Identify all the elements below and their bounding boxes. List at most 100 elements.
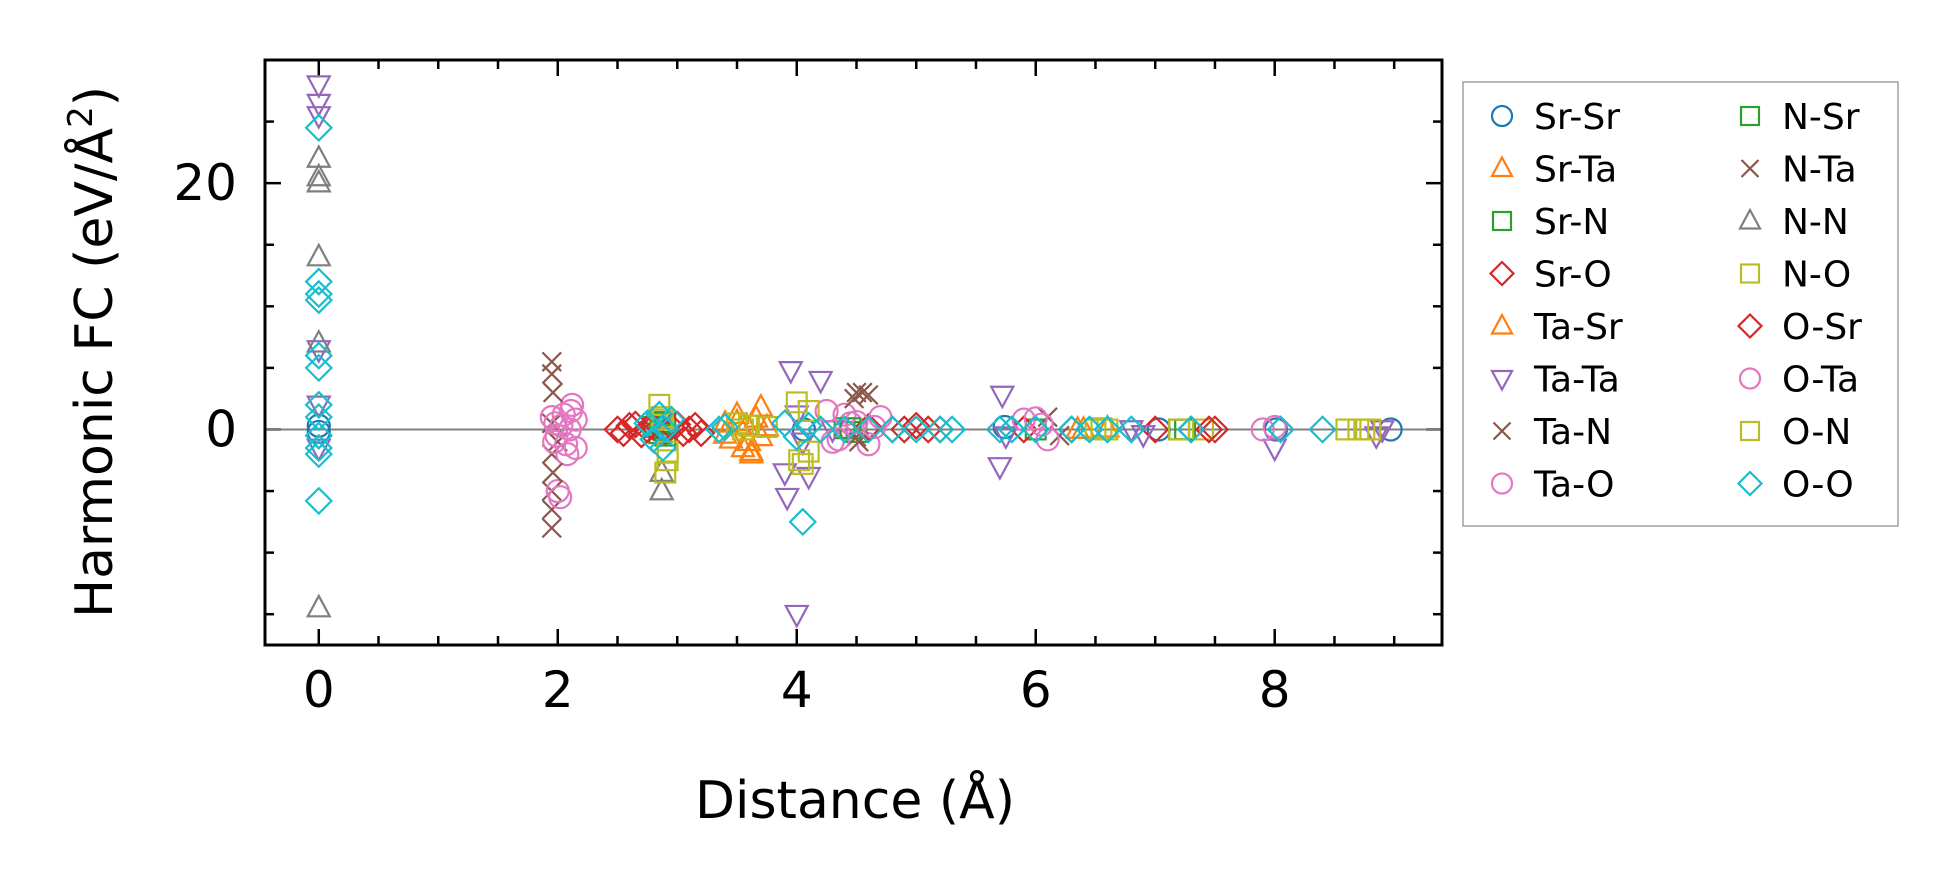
legend-item: O-Ta [1738,360,1859,401]
legend-item: N-Ta [1740,150,1857,191]
data-point [854,415,883,444]
x-tick-label: 6 [1020,661,1052,719]
data-point [1192,418,1215,441]
data-point [846,382,867,403]
x-tick-label: 4 [781,661,813,719]
data-point [304,285,333,315]
legend-label: Sr-Sr [1534,97,1620,138]
data-point [603,415,632,444]
y-axis-label-superscript: 2 [61,106,101,128]
legend-label: N-Sr [1782,97,1860,138]
data-point [304,279,333,309]
data-point [654,461,677,484]
legend-label: N-Ta [1782,150,1857,191]
data-point [989,385,1016,410]
legend-marker [1490,312,1514,335]
legend-marker [1739,263,1761,284]
series-N-N [305,144,675,618]
data-point [1261,438,1288,463]
data-point [902,415,931,444]
data-point [656,440,679,463]
data-point [558,398,584,424]
legend-frame [1462,81,1899,527]
data-point [830,415,859,444]
y-axis-label-main: Harmonic FC (eV/Å [63,127,125,618]
data-point [304,353,333,383]
legend-label: Sr-N [1534,202,1609,243]
legend-item: O-N [1739,412,1851,453]
data-point [305,162,332,187]
data-point [843,388,865,409]
data-point [925,415,955,444]
y-axis-label: Harmonic FC (eV/Å2) [61,86,125,618]
y-axis-label-close: ) [65,86,125,106]
data-point [788,449,811,472]
legend-item: O-Sr [1736,307,1862,348]
legend-marker [1490,472,1514,495]
legend-marker [1736,470,1764,497]
data-point [1118,420,1145,444]
data-point [305,75,332,100]
data-point [1176,415,1206,444]
plot-frame [263,58,1444,647]
data-point [806,415,835,444]
data-point [305,106,332,130]
legend-marker [1740,159,1760,178]
data-point [985,415,1015,444]
data-point [304,421,333,450]
legend-label: O-N [1782,412,1851,453]
legend-marker [1738,367,1762,390]
legend-label: O-O [1782,465,1854,506]
legend-marker [1736,312,1764,340]
legend-marker [1488,260,1516,287]
data-point [1262,414,1287,440]
data-point [878,415,907,444]
data-point [304,113,333,142]
data-point [657,405,686,434]
data-point [738,437,765,461]
data-point [858,384,879,406]
data-point [785,391,808,414]
data-point [993,426,1019,451]
legend-label: Ta-O [1533,465,1614,506]
data-point [304,486,333,516]
series-O-Ta [544,398,1054,457]
data-point [710,412,740,442]
data-point [554,432,579,457]
legend-marker [1739,420,1761,442]
data-point [651,415,680,444]
y-tick-label: 20 [173,154,237,212]
data-point [1250,417,1275,442]
data-point [862,414,887,440]
data-point [782,422,811,452]
data-point [305,242,332,267]
y-tick-label: 0 [205,400,237,458]
legend: Sr-Sr Sr-Ta Sr-N Sr-O Ta-Sr Ta-Ta Ta-N Ta-O N-Sr… [1462,81,1899,527]
legend-marker [1492,421,1512,441]
data-point [305,395,332,420]
tick-labels: 0 2 4 6 8 0 20 [173,154,1290,719]
data-point [788,507,817,537]
data-point [542,462,564,483]
data-point [609,418,638,448]
data-point [650,406,673,429]
data-point [1353,418,1376,441]
legend-label: N-O [1782,255,1851,296]
legend-item: N-Sr [1739,97,1860,138]
data-point [826,427,851,452]
legend-marker [1490,369,1514,392]
data-point [304,390,333,420]
legend-label: O-Ta [1782,360,1859,401]
data-point [783,604,810,629]
x-axis-label: Distance (Å) [695,769,1015,831]
legend-label: Sr-O [1534,255,1612,296]
legend-label: Sr-Ta [1534,150,1617,191]
legend-label: Ta-Ta [1533,360,1620,401]
legend-item: Sr-Ta [1490,150,1617,191]
data-point [1168,418,1191,441]
data-point [648,393,671,416]
data-point [913,415,943,444]
minor-ticks [265,58,1442,645]
data-point [304,439,333,469]
